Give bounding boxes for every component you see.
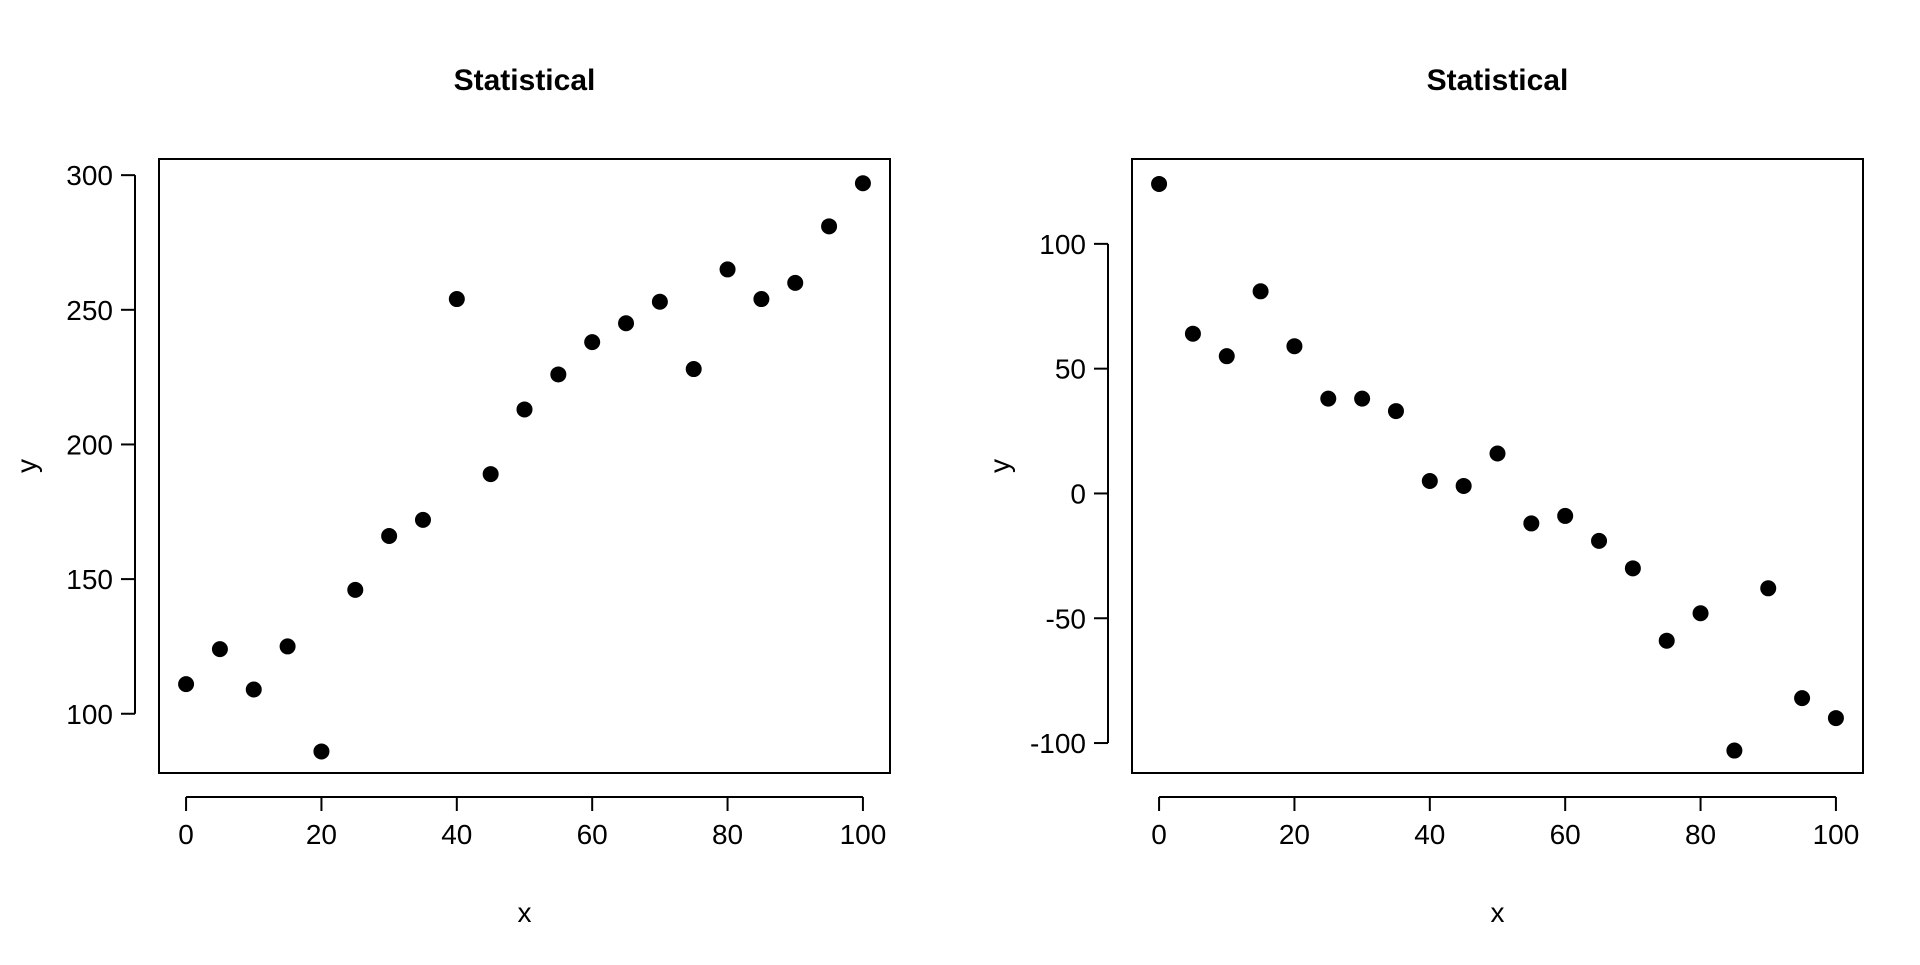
data-point	[414, 511, 431, 528]
y-tick-label: 100	[1039, 229, 1086, 260]
x-tick-label: 20	[1279, 819, 1310, 850]
data-point	[854, 175, 871, 192]
data-point	[1184, 325, 1201, 342]
y-tick-label: -50	[1046, 603, 1086, 634]
data-point	[1794, 690, 1811, 707]
x-tick-label: 60	[577, 819, 608, 850]
chart-panel-1: Statistical 0 20 40 60 80 100 100 150 200 250 300 x y	[11, 64, 891, 928]
data-point	[313, 743, 330, 760]
x-tick-label: 40	[441, 819, 472, 850]
x-axis-label: x	[518, 897, 532, 928]
data-point	[1557, 507, 1574, 524]
data-point	[1591, 532, 1608, 549]
x-tick-label: 0	[178, 819, 194, 850]
x-tick-label: 80	[1685, 819, 1716, 850]
data-point	[618, 315, 635, 332]
data-point	[1354, 390, 1371, 407]
chart-panel-2: Statistical 0 20 40 60 80 100 -100 -50 0 50 100 x y	[984, 64, 1864, 928]
y-tick-label: 150	[66, 564, 113, 595]
data-point	[1320, 390, 1337, 407]
x-tick-label: 100	[1813, 819, 1860, 850]
x-tick-label: 40	[1414, 819, 1445, 850]
data-point	[381, 528, 398, 545]
data-point	[584, 334, 601, 351]
data-point	[753, 291, 770, 308]
x-tick-label: 100	[840, 819, 887, 850]
data-point	[685, 361, 702, 378]
data-point	[245, 681, 262, 698]
data-point	[1760, 580, 1777, 597]
chart-title: Statistical	[454, 64, 596, 97]
y-tick-label: 250	[66, 295, 113, 326]
data-point	[1421, 472, 1438, 489]
x-tick-label: 80	[712, 819, 743, 850]
data-point	[178, 676, 195, 693]
data-point	[1692, 605, 1709, 622]
y-tick-label: 50	[1055, 354, 1086, 385]
y-axis-label: y	[11, 459, 42, 473]
y-axis-label: y	[984, 459, 1015, 473]
data-point	[279, 638, 296, 655]
chart-title: Statistical	[1427, 64, 1569, 97]
plot-frame	[158, 158, 891, 774]
data-point	[1252, 283, 1269, 300]
x-axis-label: x	[1491, 897, 1505, 928]
data-point	[347, 581, 364, 598]
y-tick-label: 200	[66, 429, 113, 460]
data-point	[1218, 348, 1235, 365]
data-point	[1658, 632, 1675, 649]
data-point	[1455, 477, 1472, 494]
data-point	[211, 641, 228, 658]
data-point	[1387, 403, 1404, 420]
data-point	[1523, 515, 1540, 532]
data-point	[821, 218, 838, 235]
data-point	[651, 293, 668, 310]
data-point	[719, 261, 736, 278]
y-tick-label: -100	[1030, 728, 1086, 759]
data-point	[448, 291, 465, 308]
data-point	[1624, 560, 1641, 577]
x-tick-label: 60	[1550, 819, 1581, 850]
data-point	[516, 401, 533, 418]
data-point	[787, 274, 804, 291]
data-point	[1726, 742, 1743, 759]
data-point	[482, 466, 499, 483]
data-point	[1151, 175, 1168, 192]
data-point	[1489, 445, 1506, 462]
x-tick-label: 20	[306, 819, 337, 850]
data-point	[1827, 710, 1844, 727]
y-tick-label: 100	[66, 699, 113, 730]
plot-frame	[1131, 158, 1864, 774]
x-tick-label: 0	[1151, 819, 1167, 850]
data-point	[550, 366, 567, 383]
data-point	[1286, 338, 1303, 355]
y-tick-label: 300	[66, 160, 113, 191]
y-tick-label: 0	[1070, 478, 1086, 509]
